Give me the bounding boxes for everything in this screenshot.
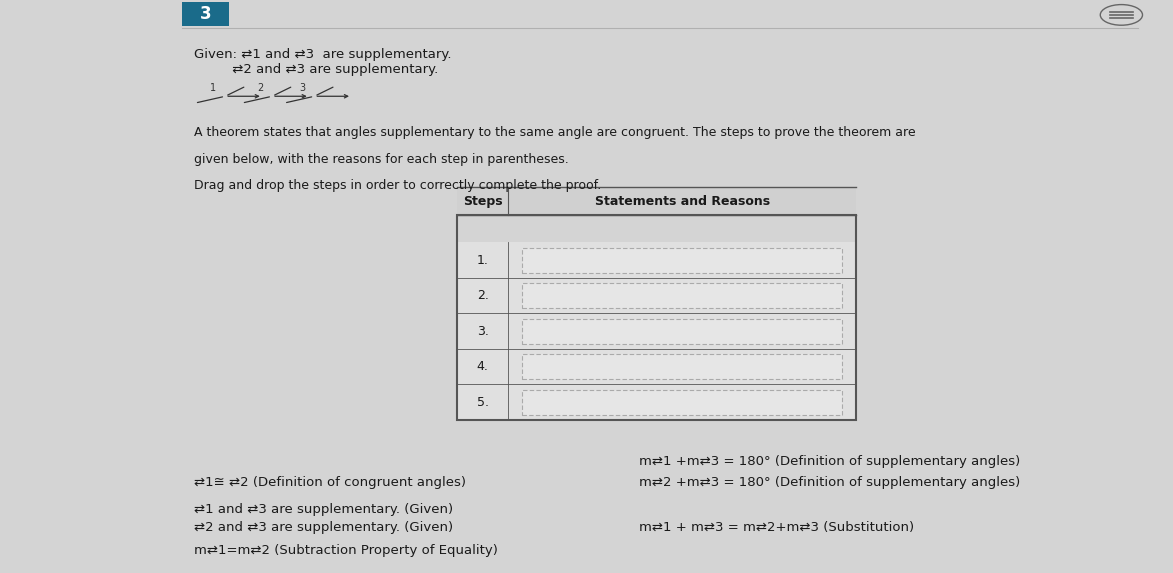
Text: 4.: 4.	[476, 360, 489, 373]
Text: given below, with the reasons for each step in parentheses.: given below, with the reasons for each s…	[194, 153, 568, 166]
FancyBboxPatch shape	[457, 349, 856, 384]
Text: 1.: 1.	[476, 254, 489, 266]
FancyBboxPatch shape	[457, 384, 856, 420]
Text: m⇄1 + m⇄3 = m⇄2+m⇄3 (Substitution): m⇄1 + m⇄3 = m⇄2+m⇄3 (Substitution)	[639, 521, 915, 533]
Text: 3: 3	[299, 83, 306, 93]
Text: 3.: 3.	[476, 325, 489, 337]
Text: m⇄1=m⇄2 (Subtraction Property of Equality): m⇄1=m⇄2 (Subtraction Property of Equalit…	[194, 544, 497, 556]
Text: m⇄2 +m⇄3 = 180° (Definition of supplementary angles): m⇄2 +m⇄3 = 180° (Definition of supplemen…	[639, 476, 1021, 489]
FancyBboxPatch shape	[457, 313, 856, 349]
FancyBboxPatch shape	[182, 2, 229, 26]
Text: 3: 3	[199, 5, 211, 23]
Text: Statements and Reasons: Statements and Reasons	[595, 195, 769, 207]
FancyBboxPatch shape	[522, 390, 842, 415]
FancyBboxPatch shape	[457, 187, 856, 215]
Text: 2.: 2.	[476, 289, 489, 302]
FancyBboxPatch shape	[522, 248, 842, 273]
Text: Steps: Steps	[463, 195, 502, 207]
FancyBboxPatch shape	[457, 278, 856, 313]
Text: m⇄1 +m⇄3 = 180° (Definition of supplementary angles): m⇄1 +m⇄3 = 180° (Definition of supplemen…	[639, 455, 1021, 468]
FancyBboxPatch shape	[522, 283, 842, 308]
Text: 5.: 5.	[476, 396, 489, 409]
FancyBboxPatch shape	[522, 354, 842, 379]
FancyBboxPatch shape	[457, 242, 856, 278]
Text: ⇄2 and ⇄3 are supplementary. (Given): ⇄2 and ⇄3 are supplementary. (Given)	[194, 521, 453, 533]
Text: 1: 1	[210, 83, 217, 93]
Text: A theorem states that angles supplementary to the same angle are congruent. The : A theorem states that angles supplementa…	[194, 127, 915, 139]
Text: ⇄1 and ⇄3 are supplementary. (Given): ⇄1 and ⇄3 are supplementary. (Given)	[194, 504, 453, 516]
Text: Given: ⇄1 and ⇄3  are supplementary.: Given: ⇄1 and ⇄3 are supplementary.	[194, 48, 452, 61]
Text: ⇄1≅ ⇄2 (Definition of congruent angles): ⇄1≅ ⇄2 (Definition of congruent angles)	[194, 476, 466, 489]
Text: 2: 2	[257, 83, 264, 93]
Text: Drag and drop the steps in order to correctly complete the proof.: Drag and drop the steps in order to corr…	[194, 179, 601, 192]
Text: ⇄2 and ⇄3 are supplementary.: ⇄2 and ⇄3 are supplementary.	[194, 64, 438, 76]
FancyBboxPatch shape	[522, 319, 842, 344]
